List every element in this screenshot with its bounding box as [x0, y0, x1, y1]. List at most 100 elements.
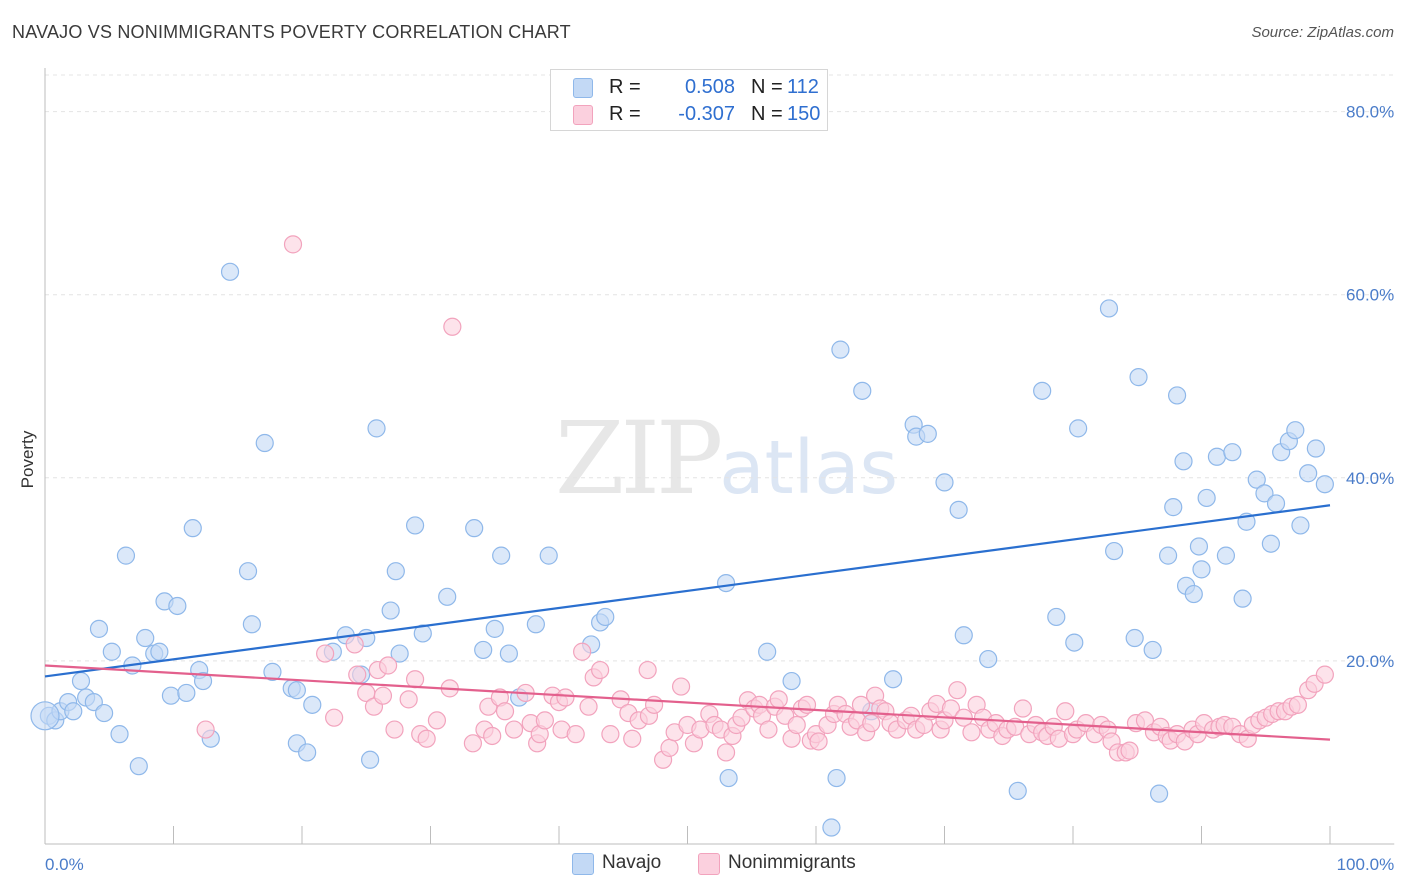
navajo-point: [238, 562, 258, 581]
navajo-point: [1167, 386, 1187, 405]
navajo-points: [30, 262, 1334, 837]
navajo-point: [1149, 784, 1169, 803]
navajo-point: [1233, 589, 1252, 608]
x-tick-label: 100.0%: [1337, 855, 1395, 874]
navajo-point: [979, 649, 998, 669]
nonimmigrants-point: [196, 720, 215, 739]
navajo-point: [1069, 419, 1088, 438]
nonimmigrants-point: [601, 725, 620, 744]
navajo-point: [883, 670, 903, 689]
navajo-point: [116, 546, 136, 565]
nonimmigrants-points: [196, 235, 1334, 769]
navajo-point: [949, 500, 968, 519]
nonimmigrants-point: [644, 695, 664, 714]
nonimmigrants-point: [1288, 695, 1307, 714]
navajo-legend-label: Navajo: [602, 852, 662, 873]
navajo-point: [1125, 628, 1144, 648]
n-value: 112: [787, 76, 819, 98]
nonimmigrants-point: [535, 711, 554, 730]
nonimmigrants-point: [759, 720, 778, 739]
navajo-point: [716, 573, 736, 593]
navajo-point: [136, 628, 155, 648]
nonimmigrants-point: [1056, 702, 1075, 721]
navajo-point: [935, 473, 954, 492]
nonimmigrants-point: [716, 743, 736, 762]
navajo-point: [1192, 560, 1211, 579]
nonimmigrants-point: [579, 697, 598, 716]
navajo-point: [539, 546, 558, 565]
navajo-point: [954, 626, 973, 645]
navajo-point: [95, 703, 114, 723]
r-label: R =: [609, 103, 641, 125]
r-label: R =: [609, 76, 641, 98]
nonimmigrants-point: [427, 711, 447, 730]
navajo-point: [405, 516, 425, 535]
nonimmigrants-trend-line: [44, 664, 1331, 741]
navajo-point: [193, 671, 213, 691]
navajo-point: [1216, 546, 1236, 565]
watermark-zip: ZIP: [555, 400, 723, 517]
navajo-point: [1164, 498, 1183, 517]
navajo-point: [64, 702, 83, 721]
navajo-point: [1129, 368, 1148, 387]
navajo-point: [30, 701, 60, 731]
nonimmigrants-point: [378, 656, 398, 675]
navajo-point: [1184, 584, 1203, 604]
navajo-point: [1266, 494, 1286, 513]
navajo-point: [110, 725, 129, 744]
nonimmigrants-point: [504, 720, 524, 739]
navajo-point: [381, 601, 400, 620]
navajo-legend-swatch: [572, 853, 594, 875]
navajo-point: [853, 381, 872, 400]
navajo-point: [438, 587, 457, 606]
navajo-trend-line: [44, 504, 1331, 678]
navajo-point: [263, 662, 282, 681]
nonimmigrants-point: [732, 708, 751, 727]
x-tick-label: 0.0%: [45, 855, 84, 874]
navajo-point: [831, 340, 850, 359]
tick-labels: 20.0% 40.0% 60.0% 80.0% 0.0% 100.0% Poverty: [18, 103, 1394, 874]
navajo-point: [782, 671, 801, 691]
y-tick-label: 80.0%: [1346, 103, 1394, 122]
nonimmigrants-point: [483, 726, 502, 746]
navajo-point: [177, 683, 196, 703]
nonimmigrants-swatch: [573, 105, 593, 125]
nonimmigrants-point: [316, 644, 335, 663]
nonimmigrants-point: [591, 660, 610, 680]
navajo-point: [1047, 607, 1066, 627]
navajo-point: [827, 768, 846, 788]
navajo-point: [1315, 475, 1334, 494]
navajo-point: [367, 419, 386, 438]
navajo-point: [390, 644, 409, 663]
navajo-point: [719, 768, 738, 788]
navajo-point: [596, 607, 615, 627]
nonimmigrants-point: [1315, 665, 1334, 684]
navajo-point: [361, 750, 380, 769]
navajo-point: [386, 562, 405, 581]
navajo-point: [918, 424, 937, 443]
nonimmigrants-point: [405, 670, 425, 689]
nonimmigrants-point: [373, 686, 393, 705]
correlation-legend: R = 0.508 N = 112 R = -0.307 N = 150: [550, 69, 828, 131]
navajo-point: [1189, 537, 1209, 556]
navajo-point: [485, 619, 504, 638]
nonimmigrants-point: [417, 729, 436, 748]
navajo-point: [526, 615, 545, 634]
navajo-point: [129, 757, 148, 776]
nonimmigrants-point: [862, 714, 881, 733]
navajo-point: [822, 818, 841, 837]
source-label: Source: ZipAtlas.com: [1251, 24, 1394, 41]
y-tick-label: 40.0%: [1346, 469, 1394, 488]
nonimmigrants-legend-label: Nonimmigrants: [728, 852, 856, 873]
navajo-point: [1207, 447, 1227, 466]
chart-title: NAVAJO VS NONIMMIGRANTS POVERTY CORRELAT…: [12, 22, 571, 42]
nonimmigrants-legend-swatch: [698, 853, 720, 875]
n-value: 150: [787, 103, 821, 125]
navajo-point: [465, 519, 484, 538]
navajo-point: [1008, 781, 1027, 801]
y-axis-title: Poverty: [18, 430, 37, 488]
navajo-point: [255, 433, 274, 453]
navajo-point: [71, 671, 91, 691]
navajo-point: [298, 743, 317, 762]
